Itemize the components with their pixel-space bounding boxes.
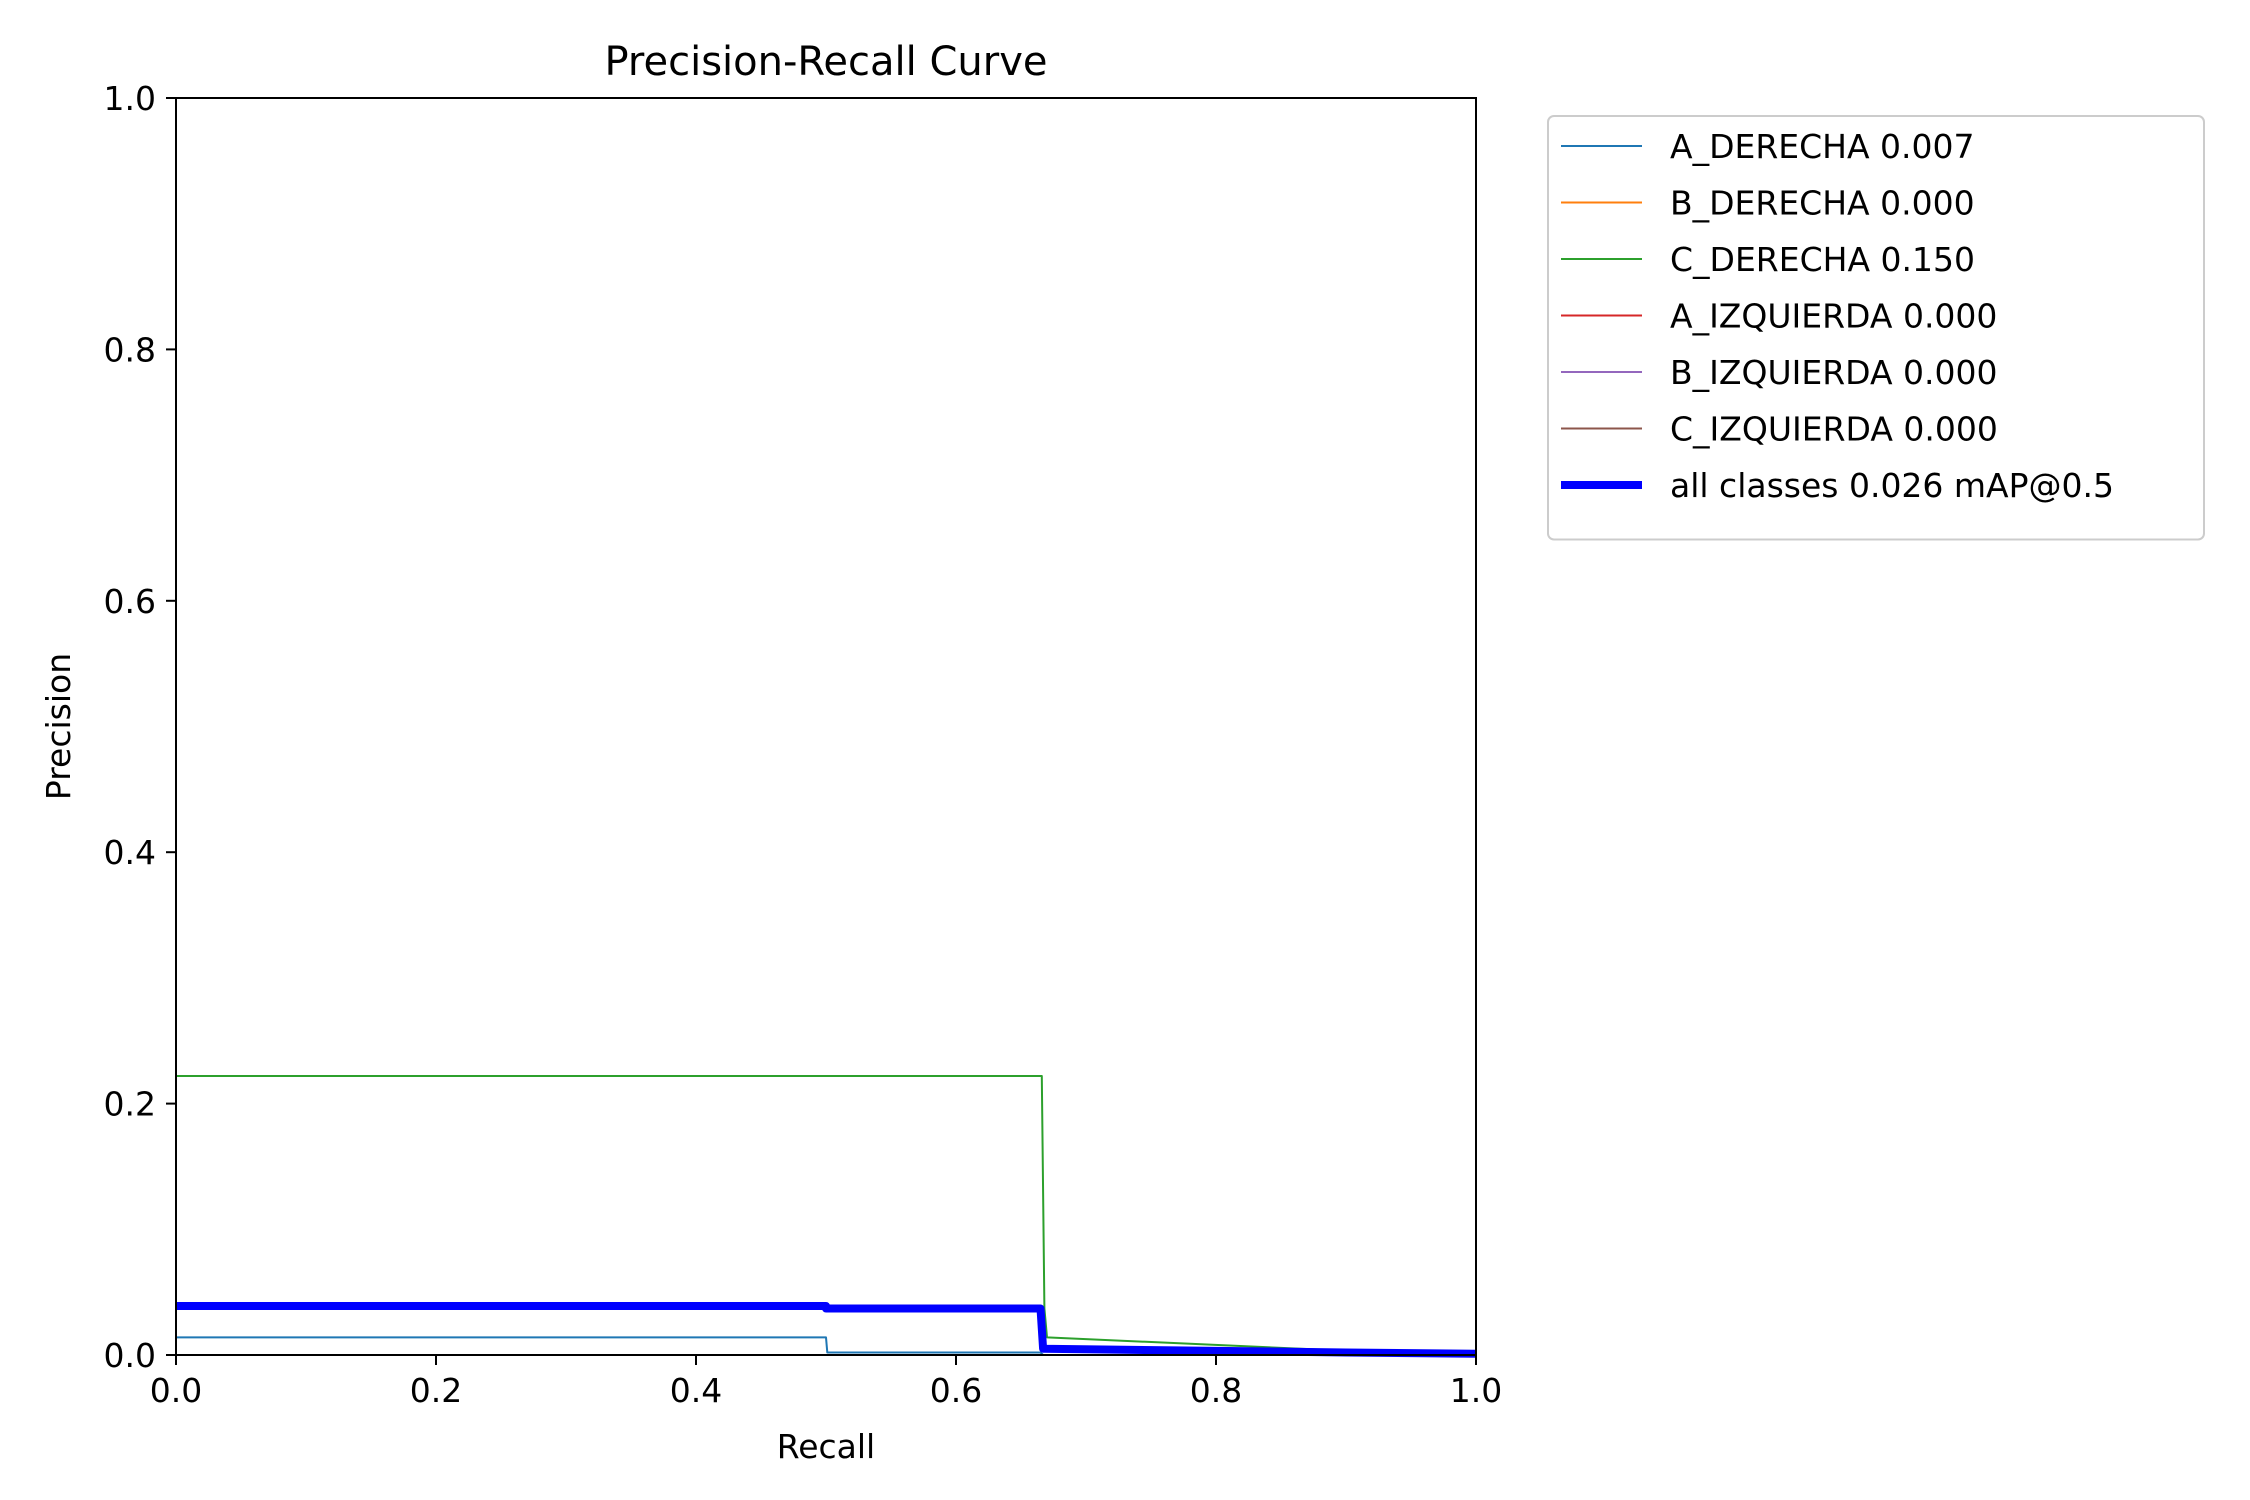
y-tick-label: 1.0 bbox=[104, 79, 156, 118]
x-tick-label: 0.4 bbox=[670, 1371, 722, 1410]
chart-title: Precision-Recall Curve bbox=[605, 39, 1048, 85]
y-axis-label: Precision bbox=[39, 653, 78, 800]
legend-label-4: B_IZQUIERDA 0.000 bbox=[1670, 353, 1998, 392]
x-tick-label: 0.8 bbox=[1190, 1371, 1242, 1410]
legend-label-6: all classes 0.026 mAP@0.5 bbox=[1670, 466, 2114, 505]
series-line-6 bbox=[176, 1301, 1477, 1358]
legend-box bbox=[1547, 115, 2205, 541]
legend-label-5: C_IZQUIERDA 0.000 bbox=[1670, 410, 1998, 449]
plot-frame bbox=[175, 97, 1477, 1356]
axes-layer: 0.0 0.2 0.4 0.6 0.8 1.0 0.0 0.2 0.4 0.6 0.8 1.0 bbox=[104, 79, 1503, 1410]
y-tick-label: 0.4 bbox=[104, 833, 156, 872]
x-tick-label: 1.0 bbox=[1450, 1371, 1502, 1410]
x-axis-label: Recall bbox=[777, 1427, 875, 1466]
legend-label-1: B_DERECHA 0.000 bbox=[1670, 184, 1975, 223]
x-tick-label: 0.0 bbox=[150, 1371, 202, 1410]
legend: A_DERECHA 0.007 B_DERECHA 0.000 C_DERECHA … bbox=[1547, 115, 2205, 541]
y-tick-label: 0.8 bbox=[104, 330, 156, 369]
legend-label-3: A_IZQUIERDA 0.000 bbox=[1670, 297, 1997, 336]
y-tick-label: 0.6 bbox=[104, 582, 156, 621]
legend-label-0: A_DERECHA 0.007 bbox=[1670, 127, 1975, 166]
y-tick-label: 0.2 bbox=[104, 1085, 156, 1124]
x-tick-label: 0.2 bbox=[410, 1371, 462, 1410]
y-tick-label: 0.0 bbox=[104, 1336, 156, 1375]
legend-label-2: C_DERECHA 0.150 bbox=[1670, 240, 1975, 279]
x-tick-label: 0.6 bbox=[930, 1371, 982, 1410]
